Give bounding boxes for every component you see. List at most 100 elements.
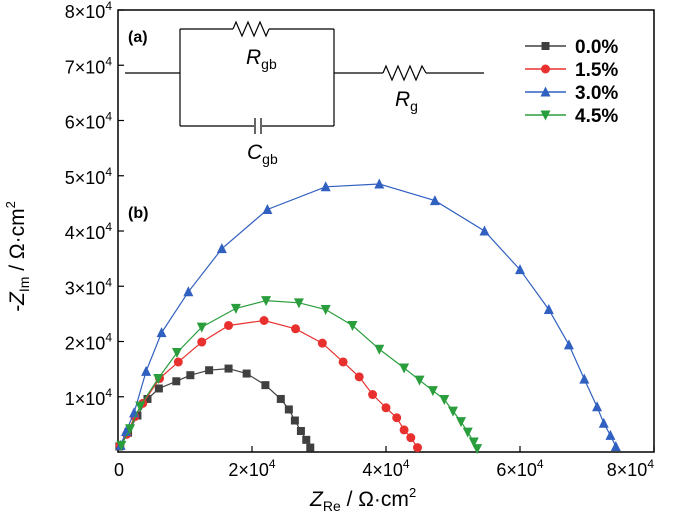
series-0 [115, 364, 315, 452]
data-point [183, 286, 194, 297]
data-point [293, 298, 304, 309]
equivalent-circuit [125, 20, 484, 134]
legend-marker [541, 42, 550, 50]
data-point [592, 401, 603, 412]
data-point [276, 394, 285, 403]
y-tick-label: 1×104 [65, 386, 113, 409]
data-point [317, 338, 327, 348]
data-point [143, 394, 152, 403]
plot-frame [117, 9, 655, 453]
data-point [153, 374, 164, 385]
panel-a-label: (a) [128, 29, 148, 46]
series-layer [115, 178, 621, 455]
data-point [230, 303, 241, 314]
data-point [196, 322, 207, 333]
data-point [598, 417, 609, 428]
data-point [224, 320, 234, 330]
legend-marker [540, 110, 551, 121]
data-point [261, 381, 270, 390]
label-r-gb: Rgb [246, 46, 277, 72]
data-point [354, 372, 364, 382]
data-point [543, 303, 554, 314]
legend-item: 4.5% [525, 106, 618, 127]
data-point [381, 403, 391, 413]
data-point [515, 264, 525, 275]
data-point [261, 296, 272, 307]
data-point [406, 433, 416, 443]
data-point [216, 243, 227, 254]
x-tick-label: 8×104 [607, 457, 655, 480]
data-point [412, 443, 422, 453]
x-tick-label: 6×104 [496, 457, 544, 480]
data-point [290, 416, 299, 425]
data-point [374, 344, 385, 355]
series-line [120, 183, 617, 447]
y-tick-label: 5×104 [65, 165, 113, 188]
label-c-gb: Cgb [247, 141, 278, 167]
x-tick-label: 4×104 [362, 457, 410, 480]
legend-label: 4.5% [575, 106, 618, 127]
x-axis-title: ZRe / Ω·cm2 [309, 485, 416, 514]
data-point [186, 371, 195, 380]
resistor-g-icon [382, 64, 427, 82]
data-point [284, 405, 293, 414]
data-point [605, 429, 616, 440]
data-point [156, 327, 167, 338]
data-point [121, 426, 132, 437]
y-axis-title: -ZIm / Ω·cm2 [3, 201, 32, 312]
data-point [259, 316, 269, 326]
legend-label: 3.0% [575, 83, 618, 104]
legend-item: 1.5% [525, 60, 618, 81]
series-line [120, 299, 478, 449]
data-point [135, 401, 146, 412]
y-tick-label: 6×104 [65, 110, 113, 133]
data-point [154, 384, 163, 393]
data-point [141, 365, 152, 376]
legend-label: 1.5% [575, 60, 618, 81]
data-point [171, 348, 182, 359]
data-point [563, 339, 574, 350]
legend-item: 0.0% [525, 37, 618, 58]
legend-item: 3.0% [525, 83, 618, 104]
data-point [427, 386, 438, 397]
panel-b-label: (b) [128, 205, 148, 222]
series-3 [116, 296, 483, 455]
data-point [468, 437, 479, 448]
legend-marker [540, 86, 551, 97]
data-point [205, 366, 214, 375]
data-point [374, 178, 385, 189]
data-point [320, 181, 331, 192]
data-point [429, 195, 440, 206]
y-tick-label: 7×104 [65, 54, 113, 77]
resistor-gb-icon [232, 20, 270, 38]
legend-marker [541, 64, 550, 74]
data-point [172, 377, 181, 386]
y-tick-label: 8×104 [65, 0, 113, 22]
data-point [399, 363, 410, 374]
data-point [448, 406, 458, 417]
series-2 [115, 178, 621, 451]
x-tick-label: 0 [114, 460, 124, 480]
data-point [306, 443, 315, 452]
data-point [368, 390, 378, 400]
data-point [242, 369, 251, 378]
data-point [439, 395, 450, 406]
data-point [392, 413, 402, 423]
data-point [472, 444, 483, 455]
legend-label: 0.0% [575, 37, 618, 58]
data-point [462, 427, 473, 438]
data-point [347, 320, 358, 331]
data-point [302, 435, 311, 444]
ticks-layer: 0 2×104 4×104 6×104 8×104 1×104 2×104 3×104 4×10… [65, 0, 655, 480]
legend: 0.0%1.5%3.0%4.5% [525, 37, 618, 127]
data-point [224, 364, 233, 373]
data-point [116, 440, 127, 451]
data-point [291, 324, 301, 334]
data-point [320, 304, 331, 315]
y-tick-label: 4×104 [65, 220, 113, 243]
series-line [118, 367, 311, 448]
data-point [456, 417, 467, 428]
data-point [262, 203, 273, 214]
data-point [125, 424, 136, 435]
